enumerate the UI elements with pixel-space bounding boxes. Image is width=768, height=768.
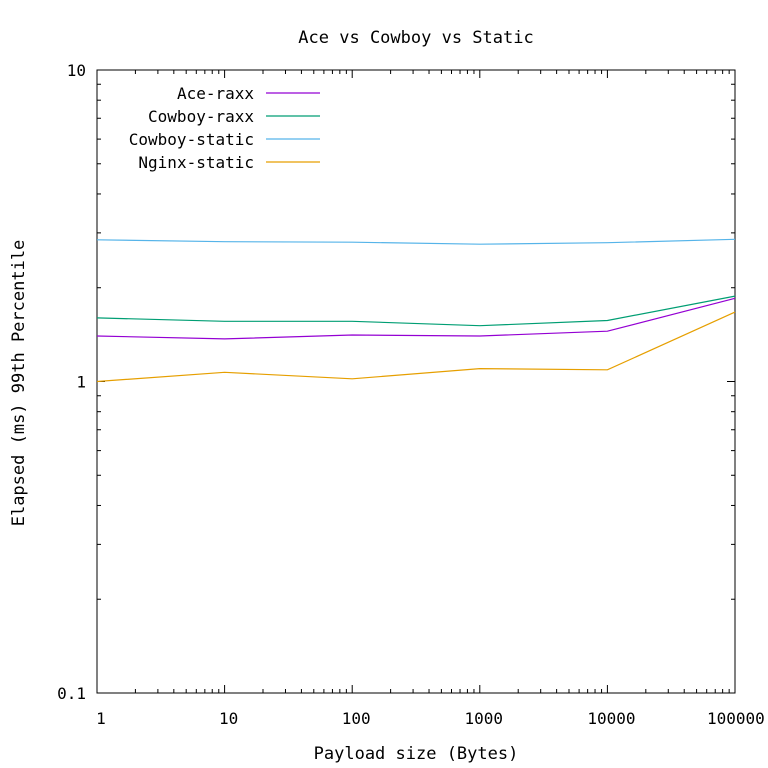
plot-area: 1 10 100 1000 10000 100000 0.1 1 10	[57, 61, 765, 728]
x-axis-label: Payload size (Bytes)	[314, 744, 519, 764]
x-tick-label: 10000	[587, 709, 635, 728]
legend-label: Nginx-static	[138, 153, 254, 172]
legend-label: Cowboy-static	[129, 130, 254, 149]
y-tick-label: 1	[76, 373, 86, 392]
legend: Ace-raxx Cowboy-raxx Cowboy-static Nginx-st…	[129, 84, 320, 172]
x-tick-label: 100	[342, 709, 371, 728]
legend-label: Ace-raxx	[177, 84, 254, 103]
x-tick-label: 100000	[707, 709, 765, 728]
series-line-cowboy-static	[96, 238, 736, 245]
y-tick-label: 10	[67, 61, 86, 80]
series-line-ace-raxx	[96, 297, 736, 340]
y-tick-label: 0.1	[57, 684, 86, 703]
x-tick-label: 1	[96, 709, 106, 728]
chart-title: Ace vs Cowboy vs Static	[298, 28, 533, 48]
x-tick-label: 1000	[465, 709, 504, 728]
legend-label: Cowboy-raxx	[148, 107, 254, 126]
y-axis-label: Elapsed (ms) 99th Percentile	[9, 240, 29, 527]
series-line-nginx-static	[96, 311, 736, 383]
series-line-cowboy-raxx	[96, 295, 736, 327]
x-tick-label: 10	[219, 709, 238, 728]
